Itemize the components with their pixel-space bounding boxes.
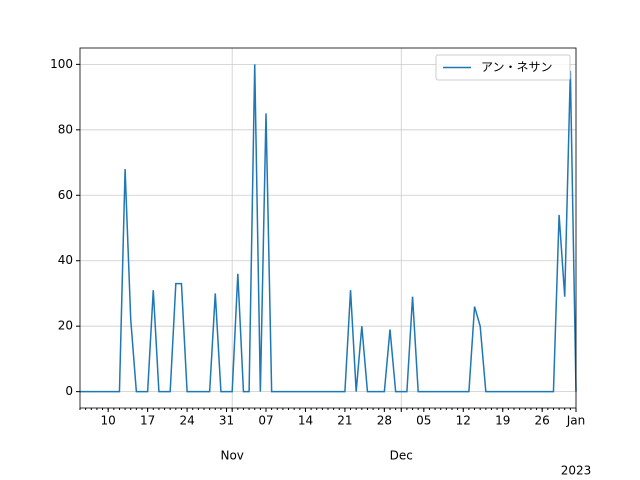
x-tick-label: 21 bbox=[337, 414, 352, 428]
x-tick-label: 17 bbox=[140, 414, 155, 428]
y-tick-label: 100 bbox=[50, 57, 73, 71]
y-tick-label: 80 bbox=[58, 122, 73, 136]
plot-frame bbox=[79, 47, 577, 409]
y-tick-label: 60 bbox=[58, 188, 73, 202]
y-tick-label: 0 bbox=[65, 384, 73, 398]
x-tick-label: 24 bbox=[179, 414, 194, 428]
x-month-label: Nov bbox=[220, 449, 243, 463]
x-tick-label: 05 bbox=[416, 414, 431, 428]
y-tick-label: 40 bbox=[58, 253, 73, 267]
x-tick-label: 28 bbox=[377, 414, 392, 428]
y-tick-label: 20 bbox=[58, 319, 73, 333]
x-tick-label: 31 bbox=[219, 414, 234, 428]
x-month-label: 2023 bbox=[561, 464, 592, 478]
x-tick-label: 14 bbox=[298, 414, 313, 428]
x-tick-label: Jan bbox=[566, 414, 586, 428]
x-tick-label: 07 bbox=[258, 414, 273, 428]
x-tick-label: 12 bbox=[456, 414, 471, 428]
x-tick-label: 26 bbox=[535, 414, 550, 428]
legend-label: アン・ネサン bbox=[481, 60, 553, 74]
data-line bbox=[80, 64, 577, 393]
legend-box bbox=[435, 54, 571, 81]
x-tick-label: 19 bbox=[495, 414, 510, 428]
x-month-label: Dec bbox=[390, 449, 413, 463]
x-tick-label: 10 bbox=[101, 414, 116, 428]
